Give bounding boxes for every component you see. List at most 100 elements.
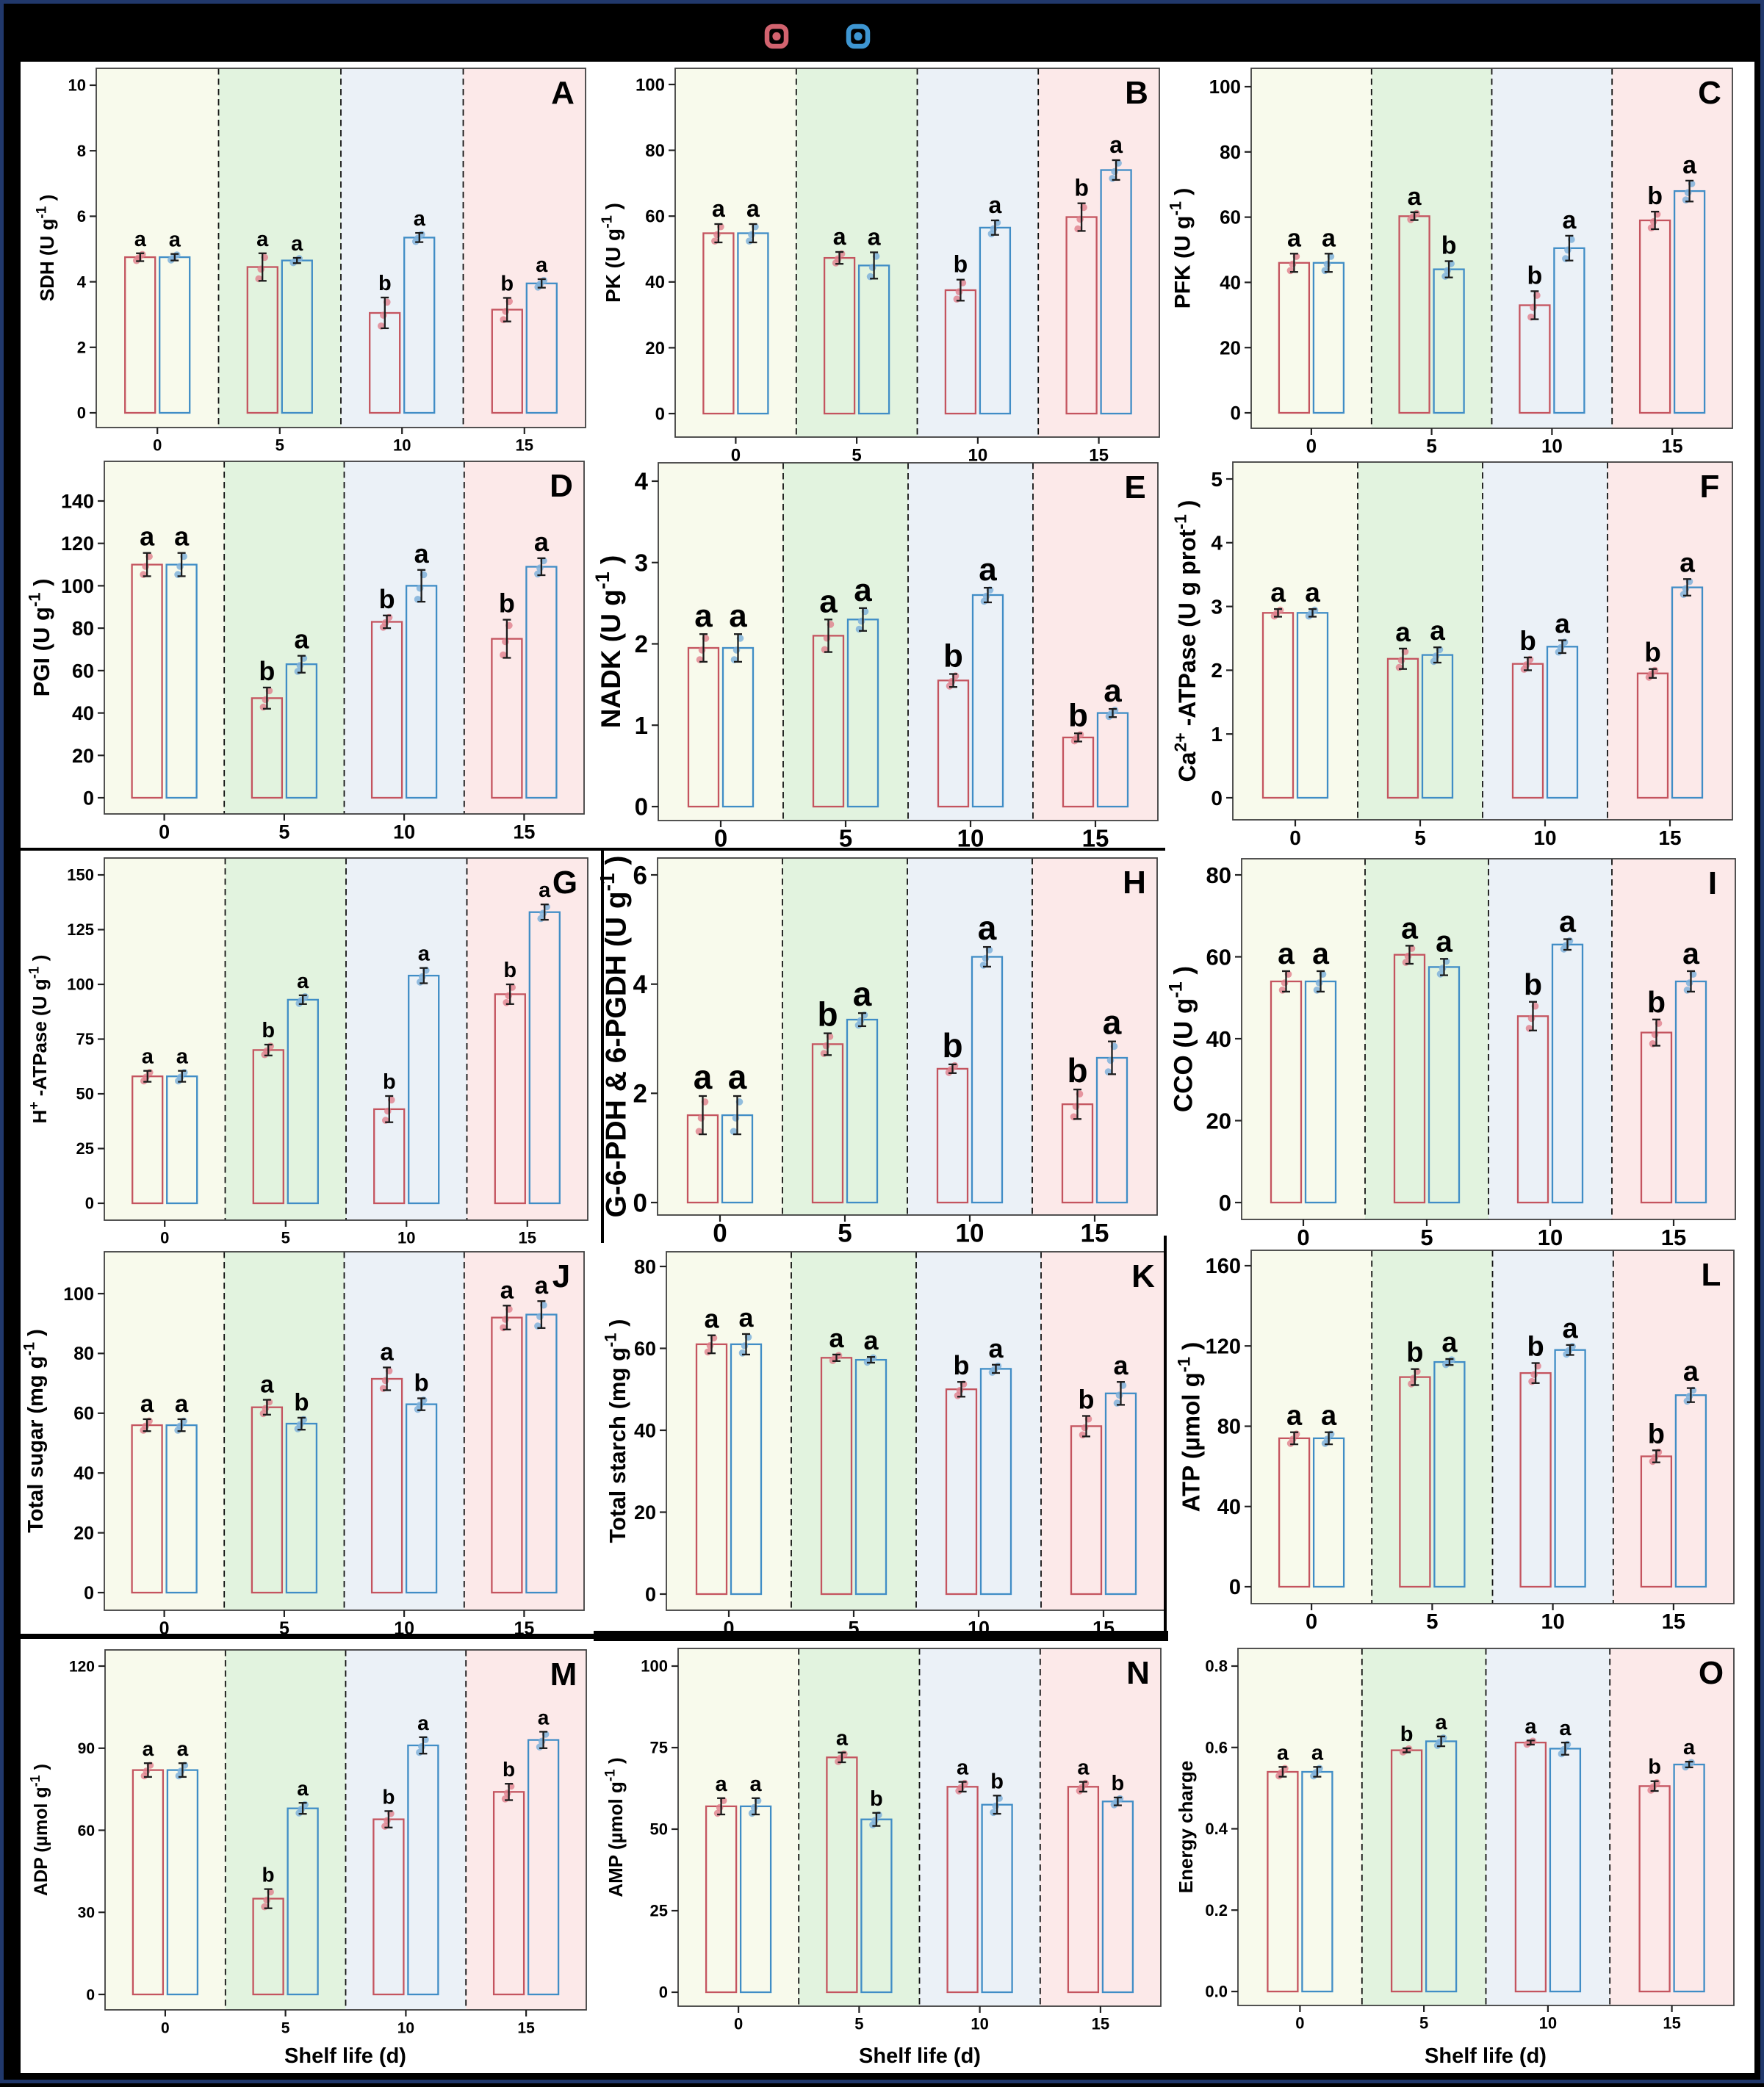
svg-text:a: a [1270,577,1286,608]
svg-text:20: 20 [1206,1108,1231,1133]
svg-text:b: b [1112,1772,1125,1795]
svg-text:30: 30 [78,1905,95,1922]
svg-text:a: a [1430,616,1445,646]
svg-text:15: 15 [517,2019,535,2036]
svg-text:a: a [988,1333,1004,1363]
svg-text:a: a [1277,1741,1289,1765]
svg-text:b: b [1648,1756,1661,1779]
svg-text:100: 100 [67,976,94,994]
svg-text:a: a [989,192,1002,218]
svg-text:N: N [1126,1655,1150,1691]
svg-text:a: a [1322,224,1336,252]
svg-text:5: 5 [281,2019,290,2036]
svg-text:40: 40 [73,1463,94,1484]
svg-text:6: 6 [77,207,86,226]
svg-text:5: 5 [1211,468,1223,491]
svg-text:5: 5 [848,1617,859,1639]
svg-text:a: a [1312,937,1330,970]
svg-text:60: 60 [645,207,665,227]
svg-text:b: b [383,1070,396,1094]
svg-text:0: 0 [159,821,170,843]
svg-text:a: a [1683,1736,1696,1759]
svg-text:15: 15 [516,436,533,455]
svg-text:10: 10 [971,2015,988,2033]
svg-text:0: 0 [731,445,741,465]
svg-text:10: 10 [397,1229,415,1247]
svg-text:75: 75 [76,1030,94,1048]
svg-text:0: 0 [633,1189,647,1217]
svg-text:a: a [169,228,181,252]
svg-text:40: 40 [634,1419,656,1441]
svg-text:0.8: 0.8 [1205,1657,1228,1676]
svg-text:2: 2 [1211,659,1223,682]
svg-text:a: a [979,552,997,588]
svg-text:60: 60 [634,1338,656,1360]
svg-text:10: 10 [1541,435,1563,457]
svg-text:b: b [262,1019,275,1042]
svg-text:a: a [1104,673,1122,709]
svg-text:80: 80 [645,141,665,161]
svg-text:15: 15 [1089,445,1109,465]
svg-text:80: 80 [634,1255,656,1277]
svg-text:a: a [1077,1756,1090,1780]
svg-text:a: a [417,1712,429,1734]
svg-text:b: b [1527,262,1543,289]
svg-text:15: 15 [1081,1219,1109,1247]
svg-text:a: a [1321,1401,1337,1432]
svg-text:60: 60 [72,660,94,682]
svg-text:0.2: 0.2 [1205,1901,1228,1920]
svg-text:a: a [1559,1717,1572,1740]
svg-text:0.6: 0.6 [1205,1739,1228,1757]
svg-text:15: 15 [1658,826,1681,849]
svg-text:PGI (U g-1​ ): PGI (U g-1​ ) [25,579,54,697]
svg-text:0: 0 [161,2019,170,2036]
svg-text:10: 10 [957,825,984,852]
svg-text:60: 60 [1220,206,1241,228]
svg-text:b: b [954,1350,970,1380]
svg-text:3: 3 [635,549,648,576]
svg-text:15: 15 [1662,435,1683,457]
svg-text:a: a [746,195,760,222]
svg-text:b: b [500,273,514,296]
svg-text:120: 120 [1206,1335,1241,1358]
svg-text:b: b [990,1770,1004,1793]
svg-text:4: 4 [635,468,649,495]
svg-text:a: a [829,1323,844,1353]
svg-text:0: 0 [86,1986,95,2003]
svg-text:0: 0 [1306,435,1317,457]
svg-text:4: 4 [77,273,87,291]
svg-text:AMP (µmol g-1​ ): AMP (µmol g-1​ ) [603,1757,627,1897]
svg-text:5: 5 [278,821,289,843]
svg-text:60: 60 [73,1404,94,1424]
svg-text:a: a [1562,206,1577,234]
svg-text:80: 80 [72,618,94,640]
svg-text:15: 15 [519,1229,536,1247]
svg-text:a: a [418,942,431,966]
svg-text:b: b [503,1758,515,1781]
svg-text:a: a [297,1777,309,1800]
svg-text:M: M [550,1657,577,1693]
svg-text:J: J [552,1258,570,1294]
svg-text:150: 150 [67,866,94,884]
svg-text:120: 120 [69,1658,95,1675]
svg-text:100: 100 [63,1284,94,1305]
svg-text:a: a [535,1272,549,1299]
svg-text:40: 40 [1206,1026,1231,1052]
svg-text:L: L [1702,1257,1721,1293]
svg-text:G: G [552,865,577,901]
svg-text:CCO (U g-1​ ): CCO (U g-1​ ) [1165,966,1198,1112]
svg-text:a: a [1305,577,1320,608]
svg-text:a: a [538,1706,550,1729]
svg-text:a: a [1680,547,1695,577]
svg-text:4: 4 [1211,532,1223,555]
svg-text:a: a [854,572,872,608]
svg-text:a: a [143,1737,154,1760]
svg-text:b: b [1079,1385,1095,1415]
svg-text:B: B [1125,75,1148,111]
svg-text:b: b [259,656,275,686]
svg-text:a: a [294,624,309,655]
svg-text:1: 1 [635,712,648,739]
svg-text:A: A [551,75,575,111]
svg-text:a: a [1683,1357,1699,1388]
svg-text:10: 10 [968,445,988,465]
